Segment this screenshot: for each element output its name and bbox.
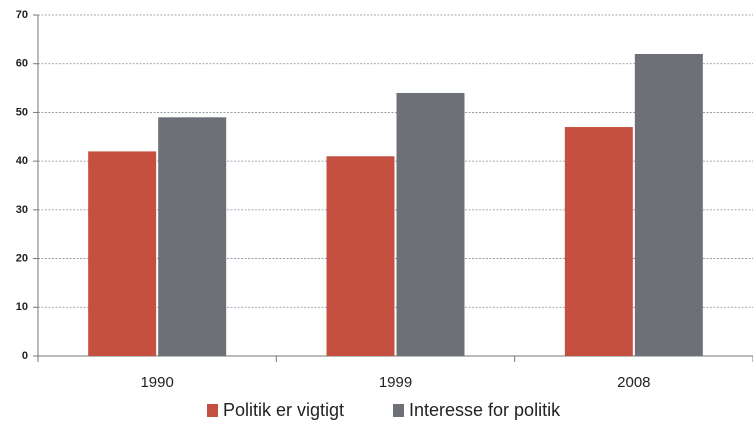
- legend-label: Politik er vigtigt: [223, 400, 344, 420]
- bar: [564, 127, 633, 357]
- y-tick-label: 50: [16, 106, 28, 118]
- y-tick-label: 40: [16, 155, 28, 167]
- x-tick-label: 1990: [140, 374, 173, 391]
- y-tick-label: 70: [16, 9, 28, 21]
- y-tick-label: 60: [16, 58, 28, 70]
- legend-swatch: [207, 404, 218, 417]
- legend-swatch: [393, 404, 404, 417]
- x-tick-label: 2008: [617, 374, 650, 391]
- bar: [634, 53, 703, 356]
- y-tick-label: 20: [16, 252, 28, 264]
- bar: [396, 92, 465, 356]
- y-tick-label: 30: [16, 204, 28, 216]
- bar: [158, 117, 227, 356]
- x-tick-label: 1999: [379, 374, 412, 391]
- legend-label: Interesse for politik: [409, 400, 561, 420]
- bar: [88, 151, 157, 356]
- bar: [326, 156, 395, 356]
- y-tick-label: 10: [16, 301, 28, 313]
- y-tick-label: 0: [22, 350, 28, 362]
